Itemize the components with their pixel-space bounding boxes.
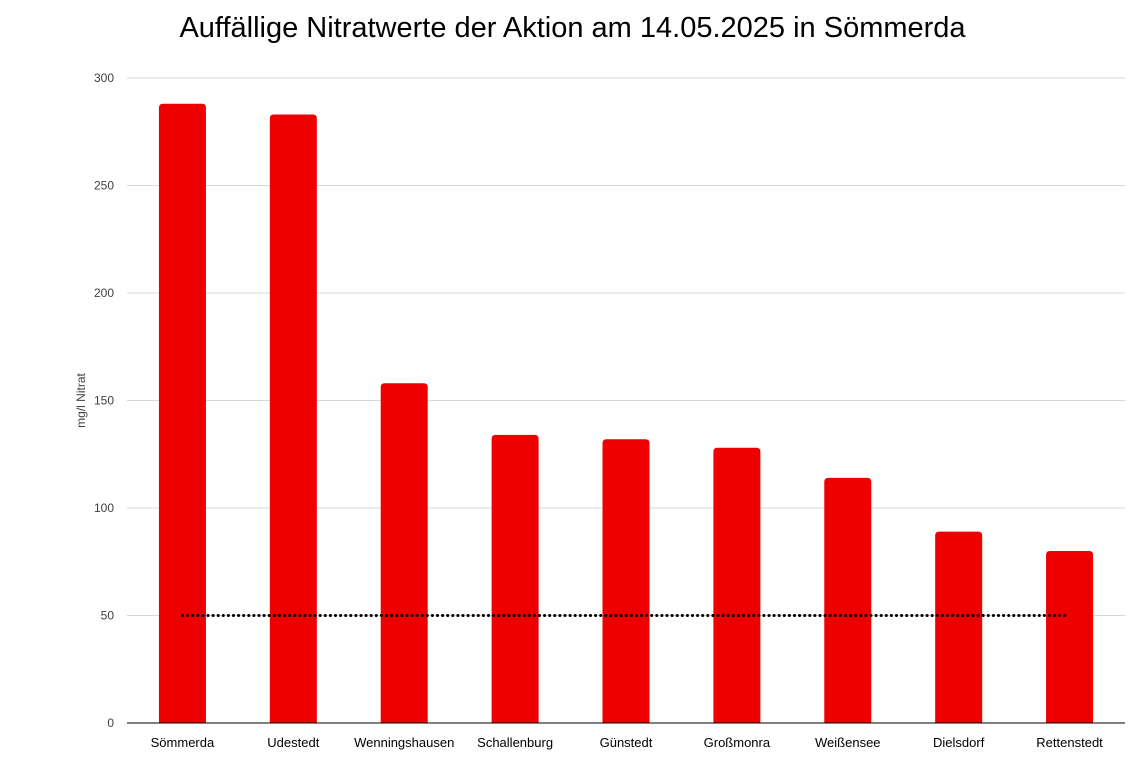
x-category-label: Großmonra — [704, 735, 771, 750]
y-tick-label: 200 — [94, 286, 114, 300]
y-tick-label: 150 — [94, 394, 114, 408]
bar — [602, 439, 650, 723]
x-category-label: Sömmerda — [151, 735, 215, 750]
bar — [158, 103, 206, 724]
y-axis-label: mg/l Nitrat — [74, 373, 88, 428]
x-category-label: Günstedt — [600, 735, 653, 750]
x-category-label: Weißensee — [815, 735, 881, 750]
x-category-label: Dielsdorf — [933, 735, 985, 750]
x-axis-categories: Sömmerda Udestedt Wenningshausen Schallenbu… — [151, 735, 1104, 750]
bar — [935, 531, 983, 723]
bars — [158, 103, 1094, 724]
y-tick-label: 300 — [94, 71, 114, 85]
y-tick-label: 50 — [101, 609, 115, 623]
y-axis-ticks: 0 50 100 150 200 250 300 — [94, 71, 114, 730]
x-category-label: Wenningshausen — [354, 735, 454, 750]
bar — [713, 447, 761, 723]
bar — [380, 383, 428, 723]
x-category-label: Schallenburg — [477, 735, 553, 750]
x-category-label: Udestedt — [267, 735, 319, 750]
bar — [269, 114, 317, 724]
y-tick-label: 250 — [94, 179, 114, 193]
bar — [824, 477, 872, 723]
bar — [491, 434, 539, 723]
chart-title: Auffällige Nitratwerte der Aktion am 14.… — [179, 12, 966, 44]
bar — [1046, 551, 1094, 723]
y-tick-label: 0 — [107, 716, 114, 730]
y-tick-label: 100 — [94, 501, 114, 515]
x-category-label: Rettenstedt — [1036, 735, 1103, 750]
